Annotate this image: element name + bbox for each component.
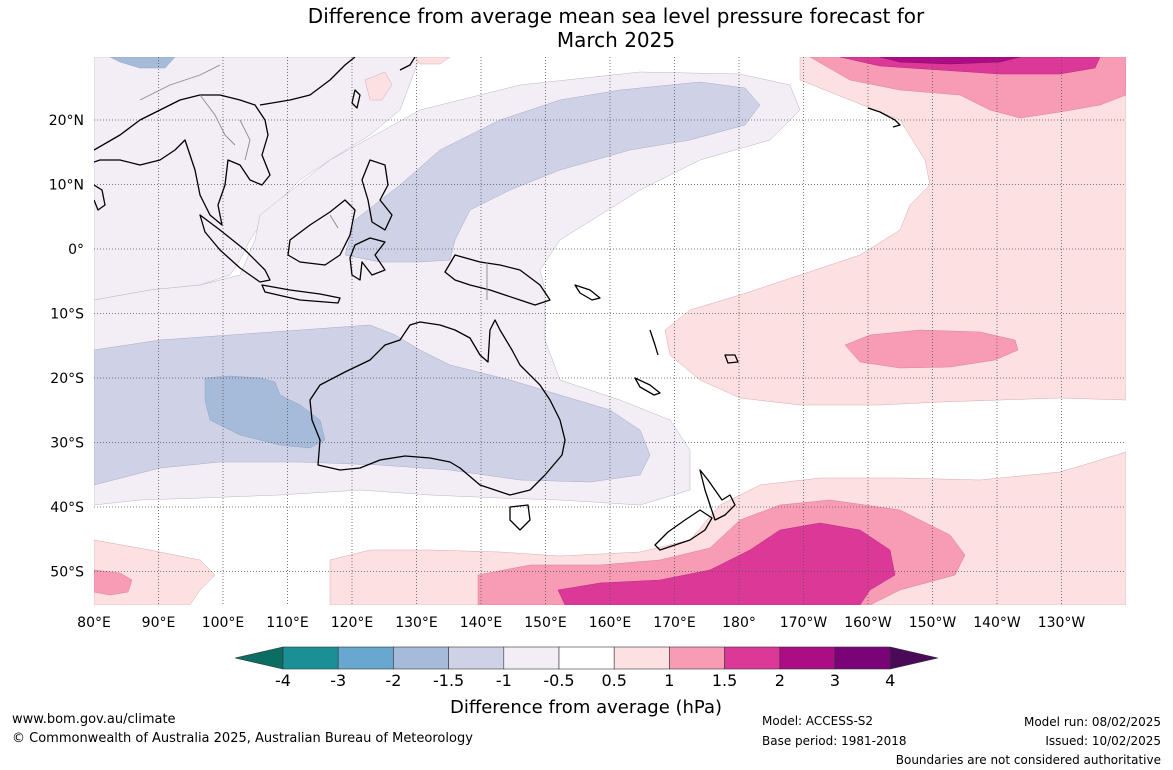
lat-tick-label: 0° — [68, 242, 84, 258]
title-line-1: Difference from average mean sea level p… — [307, 4, 925, 28]
vanuatu-coast — [649, 329, 659, 356]
lat-tick-label: 20°N — [49, 113, 84, 129]
gridlines — [94, 57, 1126, 605]
chart-title: Difference from average mean sea level p… — [0, 4, 1173, 52]
contour-pos-light-topedge — [414, 57, 451, 65]
contour-neg-strong-aus — [204, 375, 326, 449]
contour-pos-vstrong-north — [879, 57, 1021, 65]
colorbar-tick-label: 1 — [664, 671, 674, 690]
lon-tick-label: 120°E — [331, 615, 374, 631]
contour-pos-mid-central — [844, 329, 1019, 369]
colorbar-tick-label: -2 — [385, 671, 401, 690]
footer-model-run: Model run: 08/02/2025 — [1023, 715, 1161, 729]
lon-tick-label: 160°W — [844, 615, 892, 631]
colorbar-swatch — [282, 646, 339, 670]
colorbar-swatch — [503, 646, 560, 670]
lon-tick-label: 130°W — [1038, 615, 1086, 631]
lon-tick-label: 110°E — [266, 615, 309, 631]
new-caledonia-coast — [634, 377, 661, 396]
colorbar-swatch — [724, 646, 781, 670]
china-coast — [259, 57, 356, 106]
new-guinea-coast — [444, 254, 551, 306]
contour-pos-light-northeast — [664, 57, 1126, 406]
taiwan-coast — [351, 89, 361, 109]
title-line-2: March 2025 — [556, 28, 676, 52]
colorbar: -4 -3 -2 -1.5 -1 -0.5 0.5 1 1.5 2 3 4 — [234, 646, 939, 690]
contour-neg-mid-north — [344, 81, 761, 263]
australia-coast — [309, 319, 566, 496]
solomon-islands-coast — [574, 284, 601, 301]
colorbar-swatch — [613, 646, 670, 670]
lon-tick-label: 140°W — [973, 615, 1021, 631]
colorbar-tick-label: -0.5 — [543, 671, 574, 690]
colorbar-extend-high — [889, 646, 939, 670]
lon-tick-label: 80°E — [77, 615, 111, 631]
lon-tick-label: 130°E — [395, 615, 438, 631]
colorbar-swatch — [558, 646, 615, 670]
sulawesi-coast — [349, 237, 386, 281]
colorbar-tick-label: 0.5 — [601, 671, 626, 690]
colorbar-tick-label: -1.5 — [433, 671, 464, 690]
hawaii-coast — [867, 107, 901, 128]
nz-south-island-coast — [654, 509, 713, 551]
sumatra-coast — [199, 214, 271, 283]
footer-issued: Issued: 10/02/2025 — [1045, 734, 1161, 748]
tasmania-coast — [509, 504, 531, 531]
colorbar-swatch — [779, 646, 836, 670]
colorbar-tick-label: -3 — [330, 671, 346, 690]
lon-tick-label: 180° — [722, 615, 756, 631]
nz-north-island-coast — [699, 469, 736, 521]
java-coast — [261, 284, 341, 304]
lon-tick-label: 160°E — [589, 615, 632, 631]
colorbar-swatch — [393, 646, 449, 670]
colorbar-label: Difference from average (hPa) — [450, 697, 722, 718]
footer-base-period: Base period: 1981-2018 — [762, 734, 907, 748]
country-borders — [139, 64, 488, 300]
lon-tick-label: 150°W — [909, 615, 957, 631]
colorbar-swatch — [834, 646, 891, 670]
lat-tick-label: 50°S — [50, 565, 84, 581]
philippines-coast — [361, 159, 393, 231]
latitude-labels: 20°N 10°N 0° 10°S 20°S 30°S 40°S 50°S — [49, 113, 84, 581]
colorbar-extend-low — [234, 646, 284, 670]
lat-tick-label: 40°S — [50, 500, 84, 516]
lat-tick-label: 30°S — [50, 436, 84, 452]
colorbar-swatch — [337, 646, 394, 670]
colorbar-swatch — [669, 646, 725, 670]
footer-copyright: © Commonwealth of Australia 2025, Austra… — [12, 731, 473, 746]
colorbar-tick-label: 4 — [885, 671, 895, 690]
map-area — [94, 57, 1126, 605]
contour-pos-light-spot — [364, 71, 393, 101]
colorbar-tick-label: -1 — [496, 671, 512, 690]
footer-disclaimer: Boundaries are not considered authoritat… — [895, 753, 1161, 767]
lon-tick-label: 100°E — [202, 615, 245, 631]
japan-coast — [399, 57, 416, 71]
contour-pos-strong-south — [557, 522, 896, 605]
contour-neg-strong-china — [109, 57, 176, 69]
contour-neg-mid-south — [94, 324, 651, 486]
colorbar-tick-label: 2 — [775, 671, 785, 690]
india-sri-lanka-coast — [94, 184, 106, 211]
lat-tick-label: 10°S — [50, 307, 84, 323]
contour-pos-mid-west — [94, 569, 133, 596]
colorbar-tick-label: 3 — [830, 671, 840, 690]
lon-tick-label: 150°E — [524, 615, 567, 631]
fiji-coast — [724, 354, 739, 364]
footer-website: www.bom.gov.au/climate — [12, 712, 176, 727]
lon-tick-label: 170°E — [653, 615, 696, 631]
lon-tick-label: 140°E — [460, 615, 503, 631]
coastlines — [94, 57, 901, 551]
lat-tick-label: 10°N — [49, 178, 84, 194]
longitude-labels: 80°E 90°E 100°E 110°E 120°E 130°E 140°E 150°E 16… — [77, 615, 1085, 631]
footer-model: Model: ACCESS-S2 — [762, 714, 874, 728]
lon-tick-label: 170°W — [780, 615, 828, 631]
colorbar-swatch — [448, 646, 505, 670]
colorbar-tick-label: -4 — [275, 671, 291, 690]
se-asia-coast — [94, 94, 271, 226]
borneo-coast — [287, 199, 356, 266]
colorbar-tick-label: 1.5 — [712, 671, 737, 690]
lon-tick-label: 90°E — [142, 615, 176, 631]
lat-tick-label: 20°S — [50, 371, 84, 387]
